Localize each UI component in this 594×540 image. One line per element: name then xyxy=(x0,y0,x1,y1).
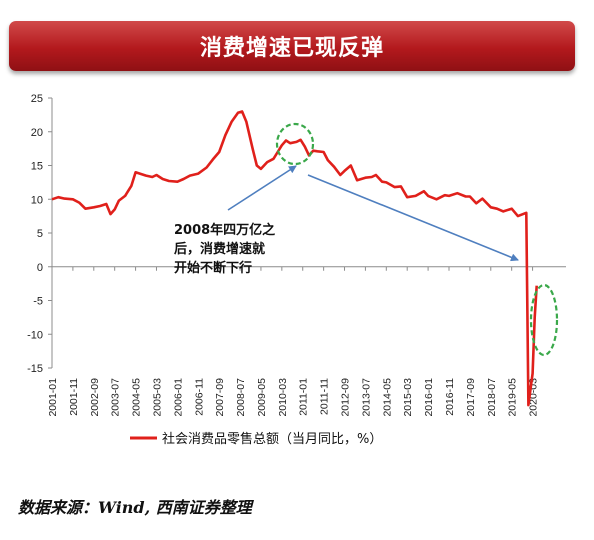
x-tick-label: 2015-03 xyxy=(402,378,414,417)
x-tick-label: 2010-03 xyxy=(277,378,289,417)
x-tick-label: 2002-09 xyxy=(89,378,101,417)
y-tick-label: -15 xyxy=(27,363,43,375)
x-tick-label: 2004-05 xyxy=(131,378,143,417)
x-tick-label: 2013-07 xyxy=(360,378,372,417)
arrow-to-2010 xyxy=(227,165,297,211)
x-tick-label: 2014-05 xyxy=(381,378,393,417)
y-tick-label: -5 xyxy=(33,296,43,308)
x-tick-label: 2019-05 xyxy=(507,378,519,417)
y-tick-label: 20 xyxy=(31,127,43,139)
x-tick-label: 2011-01 xyxy=(298,378,310,416)
y-tick-label: 5 xyxy=(37,228,43,240)
x-tick-label: 2007-09 xyxy=(214,378,226,417)
x-tick-label: 2006-01 xyxy=(172,378,184,417)
highlight-circle-2010 xyxy=(275,122,315,166)
x-tick-label: 2012-09 xyxy=(340,378,352,417)
x-tick-label: 2011-11 xyxy=(319,378,331,415)
series-line xyxy=(51,110,538,407)
x-tick-label: 2003-07 xyxy=(110,378,122,417)
x-tick-label: 2008-07 xyxy=(235,378,247,417)
arrow-to-2019 xyxy=(307,174,519,262)
highlight-circle-2020 xyxy=(529,283,559,357)
y-tick-label: 15 xyxy=(31,161,43,173)
x-tick-label: 2018-07 xyxy=(486,378,498,417)
title-banner: 消费增速已现反弹 xyxy=(9,21,575,71)
x-tick-label: 2009-05 xyxy=(256,378,268,417)
series-layer xyxy=(51,110,538,407)
annotation-text: 2008年四万亿之 xyxy=(174,222,275,238)
axes-layer: 25 20 15 10 5 0 -5 -10 -15 2001-01 2001-11 2002-09 2… xyxy=(27,93,566,417)
x-tick-label: 2016-11 xyxy=(444,378,456,416)
y-tick-label: -10 xyxy=(27,329,43,341)
annotation-text: 后，消费增速就 xyxy=(174,241,265,257)
x-tick-label: 2017-09 xyxy=(465,378,477,417)
legend-label: 社会消费品零售总额（当月同比，%） xyxy=(162,431,382,447)
annotation-text: 开始不断下行 xyxy=(174,260,252,276)
y-tick-label: 0 xyxy=(37,262,43,274)
x-tick-label: 2005-03 xyxy=(151,378,163,417)
x-tick-label: 2001-11 xyxy=(68,378,80,416)
x-tick-label: 2001-01 xyxy=(47,378,59,417)
chart-title: 消费增速已现反弹 xyxy=(199,36,384,61)
x-tick-label: 2006-11 xyxy=(193,378,205,416)
y-tick-label: 25 xyxy=(31,93,43,105)
line-chart: 25 20 15 10 5 0 -5 -10 -15 2001-01 2001-11 2002-09 2… xyxy=(27,93,566,447)
y-tick-label: 10 xyxy=(31,194,43,206)
data-source: 数据来源：Wind, 西南证券整理 xyxy=(18,498,252,517)
x-tick-label: 2016-01 xyxy=(423,378,435,417)
legend: 社会消费品零售总额（当月同比，%） xyxy=(130,431,382,447)
